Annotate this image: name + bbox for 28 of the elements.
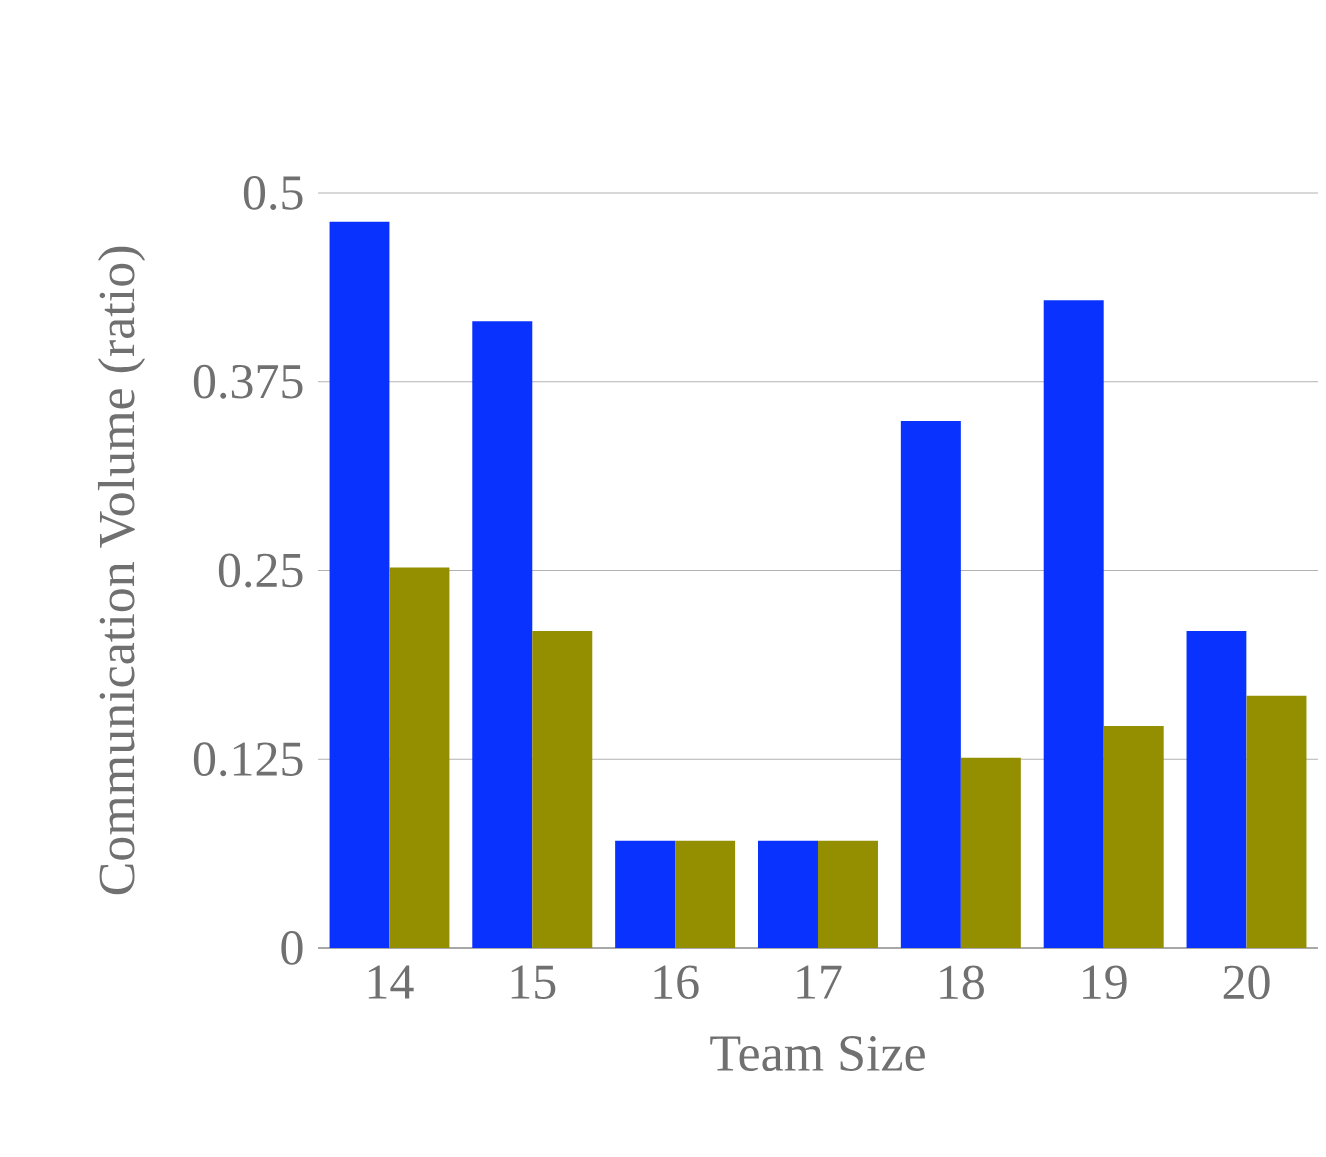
y-tick-label: 0.25 (218, 553, 303, 588)
bar (532, 630, 593, 948)
bar (1246, 695, 1307, 948)
bar (960, 757, 1021, 948)
bar (472, 321, 533, 948)
x-tick-label: 17 (797, 965, 842, 999)
bar (1186, 630, 1247, 948)
x-axis-title: Team Size (710, 1036, 925, 1072)
x-tick-label: 18 (940, 965, 984, 1000)
bar (615, 840, 676, 948)
bar (817, 840, 878, 948)
y-axis-title: Communication Volume (ratio) (97, 246, 146, 895)
bar (1043, 300, 1104, 948)
x-tick-label: 15 (511, 965, 556, 1000)
bar (900, 421, 961, 948)
x-tick-label: 19 (1083, 965, 1127, 1000)
y-tick-label: 0.375 (193, 364, 303, 399)
x-tick-label: 20 (1223, 965, 1270, 1000)
bar (757, 840, 818, 948)
bar (675, 840, 736, 948)
bar (329, 221, 390, 948)
y-tick-label: 0.125 (193, 742, 303, 777)
bar (1103, 726, 1164, 948)
x-tick-label: 14 (368, 965, 414, 999)
x-tick-label: 16 (654, 965, 699, 1000)
y-tick-label: 0.5 (243, 176, 303, 210)
y-tick-label: 0 (281, 931, 303, 965)
bar (389, 567, 450, 948)
